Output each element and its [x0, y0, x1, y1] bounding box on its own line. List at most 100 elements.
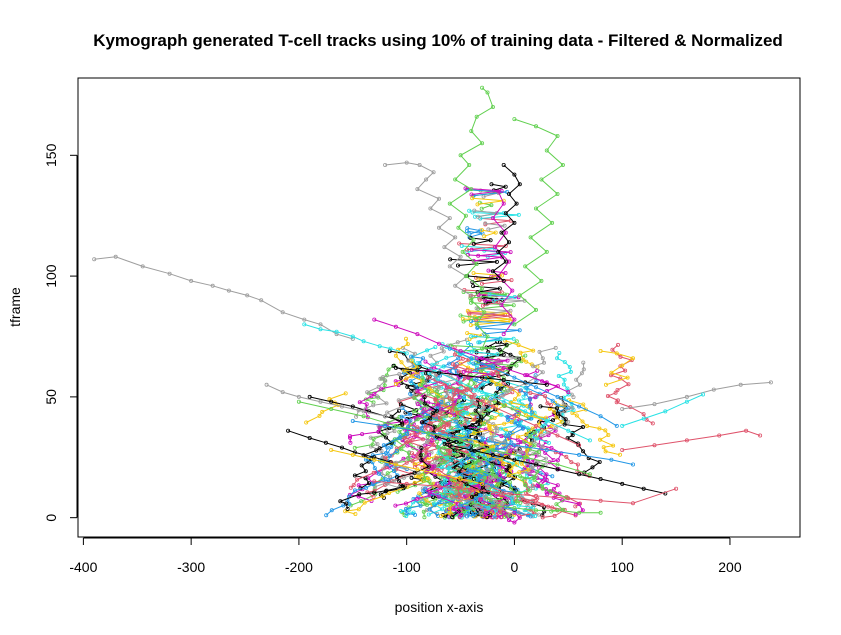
track-point: [386, 367, 391, 372]
track-line: [466, 230, 483, 238]
track-point: [532, 443, 537, 448]
track-point: [490, 404, 495, 409]
track-point: [92, 257, 97, 262]
track-point: [400, 438, 405, 443]
track-point: [480, 481, 485, 486]
track-point: [587, 438, 592, 443]
track-point: [499, 515, 504, 520]
track-point: [478, 414, 483, 419]
track-point: [364, 402, 369, 407]
track-point: [362, 500, 367, 505]
track-point: [393, 324, 398, 329]
track-point: [484, 394, 489, 399]
track-point: [350, 336, 355, 341]
track-point: [490, 483, 495, 488]
track-point: [555, 394, 560, 399]
track-276: [469, 247, 513, 258]
track-point: [424, 446, 429, 451]
track-point: [454, 419, 459, 424]
track-point: [435, 467, 440, 472]
track-point: [487, 292, 492, 297]
track-point: [435, 439, 440, 444]
track-point: [394, 475, 399, 480]
track-point: [504, 450, 509, 455]
track-point: [483, 298, 488, 303]
track-point: [391, 363, 396, 368]
track-point: [466, 452, 471, 457]
track-point: [320, 409, 325, 414]
track-point: [485, 468, 490, 473]
track-point: [581, 360, 586, 365]
track-point: [469, 494, 474, 499]
track-point: [423, 359, 428, 364]
track-point: [483, 221, 488, 226]
track-point: [428, 416, 433, 421]
track-point: [452, 482, 457, 487]
track-point: [398, 508, 403, 513]
track-point: [528, 441, 533, 446]
track-point: [615, 387, 620, 392]
track-point: [609, 457, 614, 462]
track-point: [404, 460, 409, 465]
track-293: [470, 196, 506, 207]
track-point: [511, 336, 516, 341]
track-point: [455, 461, 460, 466]
track-point: [360, 432, 365, 437]
track-point: [345, 506, 350, 511]
track-point: [531, 364, 536, 369]
track-point: [381, 374, 386, 379]
track-point: [387, 465, 392, 470]
track-point: [140, 264, 145, 269]
track-point: [616, 342, 621, 347]
track-287: [468, 235, 493, 246]
track-297: [458, 313, 481, 324]
track-point: [404, 160, 409, 165]
track-point: [366, 481, 371, 486]
track-point: [562, 377, 567, 382]
track-point: [467, 162, 472, 167]
track-point: [501, 201, 506, 206]
track-point: [424, 502, 429, 507]
track-point: [420, 420, 425, 425]
track-point: [280, 390, 285, 395]
track-line: [545, 447, 590, 477]
track-point: [517, 293, 522, 298]
track-point: [422, 477, 427, 482]
track-point: [372, 455, 377, 460]
track-point: [405, 431, 410, 436]
track-line: [496, 491, 536, 517]
track-point: [445, 456, 450, 461]
track-point: [490, 447, 495, 452]
track-point: [469, 129, 474, 134]
track-323: [469, 501, 603, 515]
track-point: [509, 400, 514, 405]
track-point: [520, 426, 525, 431]
track-point: [445, 448, 450, 453]
track-point: [524, 359, 529, 364]
track-point: [499, 273, 504, 278]
track-point: [503, 211, 508, 216]
track-point: [494, 474, 499, 479]
track-point: [523, 409, 528, 414]
track-point: [343, 391, 348, 396]
track-point: [475, 202, 480, 207]
track-point: [503, 259, 508, 264]
track-point: [509, 440, 514, 445]
track-point: [436, 384, 441, 389]
track-point: [491, 298, 496, 303]
track-point: [393, 423, 398, 428]
track-point: [502, 446, 507, 451]
track-point: [620, 423, 625, 428]
track-point: [450, 496, 455, 501]
track-point: [460, 316, 465, 321]
x-axis: -400 -300 -200 -100 0 100 200: [69, 537, 742, 575]
track-point: [520, 476, 525, 481]
track-point: [425, 348, 430, 353]
track-point: [432, 459, 437, 464]
track-point: [370, 442, 375, 447]
y-axis: 0 50 100 150: [43, 143, 78, 522]
track-point: [571, 395, 576, 400]
track-point: [383, 423, 388, 428]
track-point: [396, 347, 401, 352]
track-point: [508, 486, 513, 491]
